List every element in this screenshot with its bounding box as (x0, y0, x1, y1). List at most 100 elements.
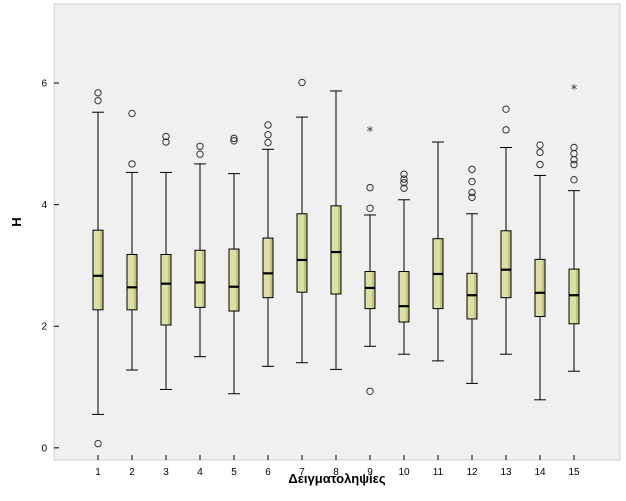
box-body-10 (399, 271, 409, 322)
box-body-4 (195, 250, 205, 308)
box-body-14 (535, 259, 545, 317)
box-outline-13 (500, 230, 512, 299)
box-shade-8 (338, 205, 341, 295)
outlier-points: ** (94, 78, 578, 448)
outlier-point-5-0 (230, 134, 238, 143)
box-5 (228, 173, 240, 395)
box-shade-4 (202, 250, 205, 308)
x-tick-label-6: 6 (265, 467, 271, 478)
y-axis-title: H (9, 217, 24, 226)
box-outline-3 (160, 253, 172, 326)
outlier-point-6-1 (264, 131, 272, 139)
box-12 (466, 213, 478, 384)
outlier-point-13-1 (502, 126, 510, 134)
box-shade-7 (304, 213, 307, 293)
outlier-point-5-1 (230, 137, 238, 145)
x-tick-label-13: 13 (500, 467, 512, 478)
box-body-5 (229, 249, 239, 312)
x-tick-label-7: 7 (299, 467, 305, 478)
box-series (92, 90, 580, 415)
box-9 (364, 214, 376, 347)
x-tick-label-14: 14 (534, 467, 546, 478)
outlier-point-15-2 (570, 155, 578, 164)
outlier-point-15-4 (570, 176, 578, 184)
box-body-3 (161, 254, 171, 326)
box-shade-6 (270, 238, 273, 298)
outlier-point-3-0 (162, 132, 170, 141)
outlier-point-6-2 (264, 138, 272, 147)
box-outline-4 (194, 249, 206, 308)
box-1 (92, 111, 104, 415)
box-outline-5 (228, 248, 240, 312)
box-shade-1 (100, 230, 103, 310)
box-outline-9 (364, 271, 376, 310)
box-body-1 (93, 230, 103, 310)
outlier-point-7-0 (298, 78, 306, 87)
box-6 (262, 148, 274, 367)
y-tick-label-2: 2 (41, 322, 47, 333)
box-outline-2 (126, 253, 138, 311)
box-15 (568, 190, 580, 372)
x-tick-label-8: 8 (333, 467, 339, 478)
box-2 (126, 171, 138, 371)
box-body-13 (501, 230, 511, 298)
outlier-point-10-3 (400, 184, 408, 192)
box-outline-8 (330, 205, 342, 295)
outlier-point-3-1 (162, 138, 170, 146)
box-body-2 (127, 254, 137, 310)
box-body-8 (331, 205, 341, 295)
outlier-point-14-2 (536, 160, 544, 169)
outlier-point-9-1 (366, 204, 374, 212)
x-tick-label-4: 4 (197, 467, 203, 478)
outlier-point-1-1 (94, 96, 102, 105)
outlier-point-9-0 (366, 183, 374, 192)
box-body-9 (365, 271, 375, 309)
box-10 (398, 199, 410, 355)
box-4 (194, 163, 206, 358)
outlier-point-4-0 (196, 142, 204, 150)
y-tick-label-0: 0 (41, 443, 47, 454)
x-tick-label-15: 15 (568, 467, 580, 478)
x-tick-label-5: 5 (231, 467, 237, 478)
x-tick-label-12: 12 (466, 467, 478, 478)
outlier-point-15-3 (570, 160, 578, 169)
box-shade-9 (372, 271, 375, 309)
outlier-point-12-2 (468, 188, 476, 197)
outlier-point-2-1 (128, 160, 136, 168)
box-shade-14 (542, 259, 545, 317)
outlier-point-10-2 (400, 179, 408, 187)
x-tick-label-9: 9 (367, 467, 373, 478)
box-shade-15 (576, 269, 579, 324)
x-axis: 1 2 3 4 5 6 7 8 9 10 11 12 13 14 15 (95, 455, 580, 478)
box-shade-2 (134, 254, 137, 310)
outlier-point-12-0 (468, 165, 476, 174)
box-13 (500, 146, 512, 355)
box-shade-13 (508, 230, 511, 298)
box-outline-7 (296, 213, 308, 293)
box-7 (296, 116, 308, 364)
x-tick-label-10: 10 (398, 467, 410, 478)
box-8 (330, 90, 342, 370)
box-14 (534, 174, 546, 401)
x-axis-title: Δειγματοληψίες (288, 471, 385, 486)
extreme-point-15-0: * (571, 83, 578, 98)
y-axis: 0 2 4 6 (41, 79, 59, 454)
x-tick-label-3: 3 (163, 467, 169, 478)
box-11 (432, 141, 444, 362)
box-outline-10 (398, 271, 410, 323)
outlier-point-10-0 (400, 170, 408, 178)
y-tick-label-6: 6 (41, 79, 47, 90)
outlier-point-13-0 (502, 105, 510, 113)
x-tick-label-2: 2 (129, 467, 135, 478)
outlier-point-6-0 (264, 121, 272, 129)
outlier-point-10-1 (400, 175, 408, 183)
outlier-point-4-1 (196, 150, 204, 158)
box-body-15 (569, 269, 579, 324)
outlier-point-9-2 (366, 387, 374, 395)
box-outline-15 (568, 268, 580, 325)
x-tick-label-11: 11 (433, 467, 444, 478)
box-shade-5 (236, 249, 239, 312)
x-tick-label-1: 1 (95, 467, 101, 478)
box-outline-6 (262, 237, 274, 299)
